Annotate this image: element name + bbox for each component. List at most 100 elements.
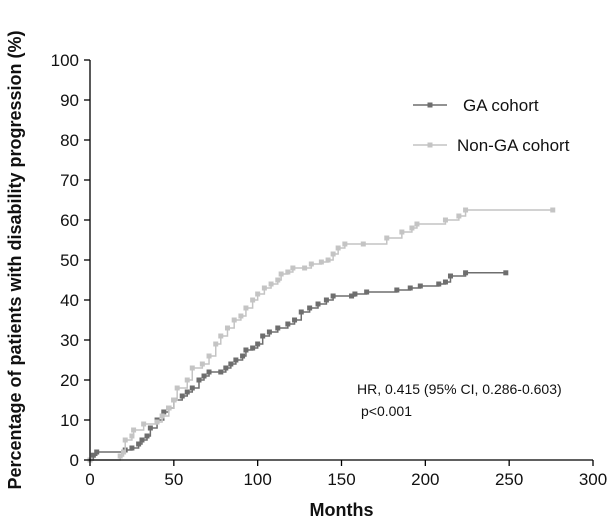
x-tick-label: 150 <box>327 470 355 489</box>
data-point <box>131 427 137 433</box>
data-point <box>129 433 135 439</box>
data-point <box>228 361 234 367</box>
x-tick-label: 200 <box>411 470 439 489</box>
data-point <box>233 357 239 363</box>
data-point <box>268 281 274 287</box>
data-point <box>199 361 205 367</box>
x-tick-label: 250 <box>495 470 523 489</box>
data-point <box>394 287 400 293</box>
data-point <box>161 409 167 415</box>
legend: GA cohort Non-GA cohort <box>413 96 570 155</box>
data-point <box>201 373 207 379</box>
x-axis-title: Months <box>310 500 374 520</box>
data-point <box>166 405 172 411</box>
y-axis-title: Percentage of patients with disability p… <box>5 30 25 489</box>
data-point <box>550 207 556 213</box>
data-point <box>290 265 296 271</box>
data-point <box>275 325 281 331</box>
data-point <box>275 277 281 283</box>
y-tick-label: 80 <box>60 131 79 150</box>
data-point <box>417 283 423 289</box>
data-point <box>240 353 246 359</box>
y-tick-label: 90 <box>60 91 79 110</box>
data-point <box>399 229 405 235</box>
data-point <box>206 369 212 375</box>
data-point <box>315 301 321 307</box>
x-tick-label: 50 <box>164 470 183 489</box>
data-point <box>223 365 229 371</box>
data-point <box>189 385 195 391</box>
data-point <box>90 452 96 458</box>
data-point <box>231 317 237 323</box>
data-point <box>307 305 313 311</box>
data-point <box>409 225 415 231</box>
series-line <box>90 272 506 461</box>
data-point <box>442 217 448 223</box>
data-point <box>147 425 153 431</box>
x-tick-label: 0 <box>85 470 94 489</box>
data-point <box>352 291 358 297</box>
x-axis-ticks: 0 50 100 150 200 250 300 <box>85 460 607 489</box>
data-point <box>94 449 100 455</box>
data-point <box>261 285 267 291</box>
series-layer <box>87 207 556 463</box>
data-point <box>136 441 142 447</box>
p-value-annotation: p<0.001 <box>361 403 412 419</box>
y-tick-label: 100 <box>51 51 79 70</box>
data-point <box>260 333 266 339</box>
y-tick-label: 50 <box>60 251 79 270</box>
data-point <box>243 347 249 353</box>
data-point <box>456 213 462 219</box>
data-point <box>325 257 331 263</box>
data-point <box>447 273 453 279</box>
data-point <box>302 265 308 271</box>
data-point <box>250 297 256 303</box>
series-non-ga <box>87 207 556 463</box>
series-ga <box>87 270 509 463</box>
data-point <box>463 270 469 276</box>
data-point <box>122 437 128 443</box>
data-point <box>196 377 202 383</box>
y-tick-label: 30 <box>60 331 79 350</box>
data-point <box>179 393 185 399</box>
data-point <box>184 389 190 395</box>
data-point <box>174 385 180 391</box>
legend-item-ga: GA cohort <box>413 96 539 115</box>
data-point <box>238 313 244 319</box>
y-tick-label: 10 <box>60 411 79 430</box>
data-point <box>285 269 291 275</box>
series-line <box>90 209 553 461</box>
data-point <box>298 309 304 315</box>
data-point <box>218 333 224 339</box>
data-point <box>330 293 336 299</box>
data-point <box>171 397 177 403</box>
y-tick-label: 20 <box>60 371 79 390</box>
legend-label-non-ga: Non-GA cohort <box>457 136 570 155</box>
data-point <box>318 259 324 265</box>
data-point <box>407 285 413 291</box>
data-point <box>206 353 212 359</box>
data-point <box>159 413 165 419</box>
data-point <box>129 445 135 451</box>
x-tick-label: 300 <box>579 470 607 489</box>
data-point <box>189 365 195 371</box>
legend-label-ga: GA cohort <box>463 96 539 115</box>
data-point <box>184 377 190 383</box>
data-point <box>139 437 145 443</box>
data-point <box>414 221 420 227</box>
data-point <box>342 241 348 247</box>
data-point <box>463 207 469 213</box>
data-point <box>436 281 442 287</box>
data-point <box>255 291 261 297</box>
data-point <box>308 261 314 267</box>
data-point <box>213 341 219 347</box>
data-point <box>335 245 341 251</box>
y-tick-label: 40 <box>60 291 79 310</box>
y-tick-label: 70 <box>60 171 79 190</box>
data-point <box>384 235 390 241</box>
data-point <box>442 279 448 285</box>
data-point <box>250 345 256 351</box>
y-tick-label: 0 <box>70 451 79 470</box>
data-point <box>364 289 370 295</box>
